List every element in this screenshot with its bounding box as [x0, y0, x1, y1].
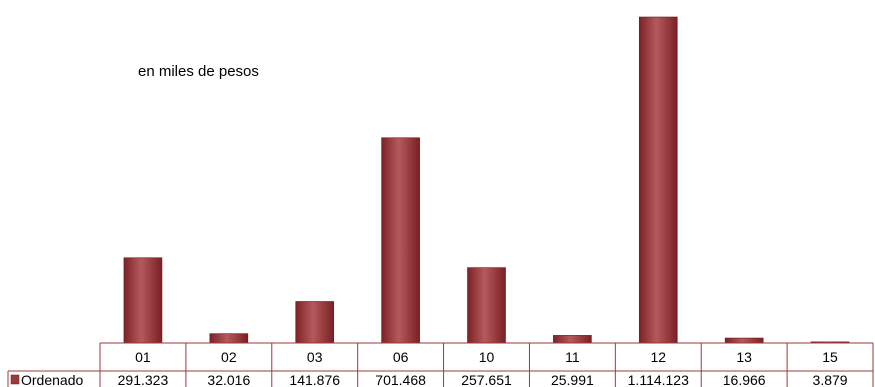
bar-13 — [724, 337, 764, 344]
category-label-13: 13 — [736, 349, 752, 365]
value-label-03: 141.876 — [289, 372, 340, 387]
data-table: 01 291.323 02 32.016 03 141.876 06 701.468 10 257… — [7, 342, 874, 387]
bar-12 — [638, 16, 678, 344]
value-label-01: 291.323 — [118, 372, 169, 387]
bar-11 — [553, 335, 592, 344]
bar-01 — [123, 257, 163, 344]
category-label-12: 12 — [650, 349, 666, 365]
value-label-06: 701.468 — [375, 372, 426, 387]
category-label-02: 02 — [221, 349, 237, 365]
value-label-02: 32.016 — [207, 372, 250, 387]
category-label-15: 15 — [822, 349, 838, 365]
category-label-10: 10 — [479, 349, 495, 365]
category-label-03: 03 — [307, 349, 323, 365]
value-label-12: 1.114.123 — [628, 372, 689, 387]
category-label-01: 01 — [135, 349, 151, 365]
bar-03 — [295, 301, 335, 344]
value-label-11: 25.991 — [551, 372, 594, 387]
bars-group — [123, 16, 850, 344]
value-label-13: 16.966 — [723, 372, 766, 387]
legend-series-name: Ordenado — [21, 372, 83, 387]
value-label-15: 3.879 — [813, 372, 848, 387]
category-label-11: 11 — [565, 349, 580, 365]
chart-subtitle: en miles de pesos — [138, 63, 259, 80]
legend-swatch — [10, 374, 20, 385]
bar-10 — [467, 267, 506, 344]
value-label-10: 257.651 — [461, 372, 512, 387]
category-label-06: 06 — [393, 349, 409, 365]
bar-06 — [381, 137, 420, 344]
bar-02 — [209, 333, 249, 344]
